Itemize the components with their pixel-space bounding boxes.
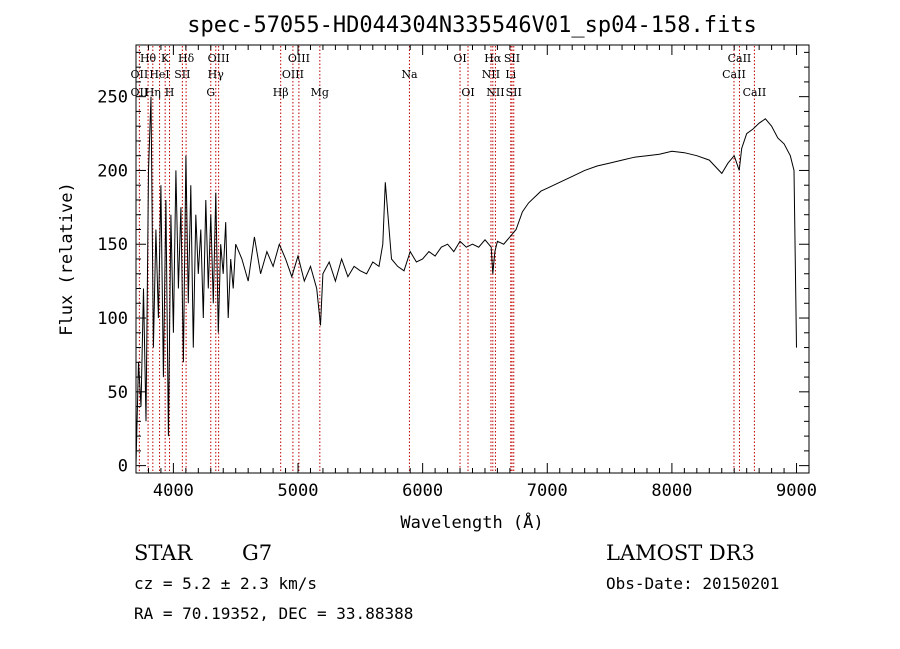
- x-tick-label: 6000: [402, 481, 443, 501]
- x-tick-label: 9000: [776, 481, 817, 501]
- spectral-line-label: G: [206, 86, 215, 99]
- spectral-line-label: Hα: [484, 52, 502, 65]
- spectrum-series-line: [135, 96, 797, 466]
- spectral-line-label: OI: [453, 52, 466, 65]
- spectral-line-label: NII: [486, 86, 504, 99]
- spectral-line-label: CaII: [722, 68, 746, 81]
- x-tick-label: 7000: [527, 481, 568, 501]
- y-tick-label: 50: [108, 383, 128, 403]
- x-tick-label: 8000: [651, 481, 692, 501]
- spectral-line-label: SII: [506, 86, 522, 99]
- spectral-line-label: HeI: [149, 68, 169, 81]
- spectral-line-label: OIII: [288, 52, 310, 65]
- survey-name: LAMOST DR3: [606, 541, 755, 565]
- spectral-line-label: Hβ: [273, 86, 289, 99]
- spectral-line-label: CaII: [728, 52, 752, 65]
- spectral-line-label: OII: [131, 86, 149, 99]
- spectral-line-label: K: [161, 52, 170, 65]
- plot-frame: [135, 44, 810, 474]
- redshift-cz: cz = 5.2 ± 2.3 km/s: [134, 574, 317, 593]
- object-class: STAR: [134, 541, 193, 565]
- spectral-line-label: Hδ: [178, 52, 195, 65]
- spectral-line-label: CaII: [743, 86, 767, 99]
- spectral-line-label: NII: [482, 68, 500, 81]
- spectral-line-label: Na: [401, 68, 418, 81]
- y-tick-label: 200: [97, 161, 128, 181]
- spectral-line-labels: OII OII Hθ Hη HeI K H SII Hδ G Hγ OIII Hβ OIII OIII Mg N…: [131, 52, 767, 99]
- y-tick-label: 150: [97, 235, 128, 255]
- spectral-line-label: Mg: [311, 86, 329, 99]
- spectral-line-label: Hθ: [140, 52, 157, 65]
- spectral-line-label: Hη: [145, 86, 161, 99]
- y-axis-ticks: 0 50 100 150 200 250: [97, 51, 809, 477]
- spectral-line-label: SII: [504, 52, 520, 65]
- spectral-line-label: H: [165, 86, 175, 99]
- chart-title: spec-57055-HD044304N335546V01_sp04-158.f…: [187, 13, 757, 38]
- coordinates: RA = 70.19352, DEC = 33.88388: [134, 604, 413, 623]
- y-tick-label: 100: [97, 309, 128, 329]
- spectral-line-label: OIII: [282, 68, 304, 81]
- spectral-line-label: SII: [174, 68, 190, 81]
- spectral-line-label: Hγ: [208, 68, 225, 81]
- x-tick-label: 4000: [153, 481, 194, 501]
- spectral-line-label: OII: [131, 68, 149, 81]
- x-axis-label: Wavelength (Å): [400, 511, 543, 533]
- spectral-line-label: OIII: [208, 52, 230, 65]
- spectral-line-label: OI: [461, 86, 474, 99]
- obs-date: Obs-Date: 20150201: [606, 574, 779, 593]
- object-subclass: G7: [242, 541, 272, 565]
- x-axis-ticks: 4000 5000 6000 7000 8000 9000: [135, 45, 817, 501]
- y-axis-label: Flux (relative): [57, 182, 77, 336]
- spectral-line-markers: [138, 46, 755, 472]
- spectral-line-label: Li: [505, 68, 516, 81]
- y-tick-label: 0: [118, 457, 128, 477]
- x-tick-label: 5000: [278, 481, 319, 501]
- y-tick-label: 250: [97, 88, 128, 108]
